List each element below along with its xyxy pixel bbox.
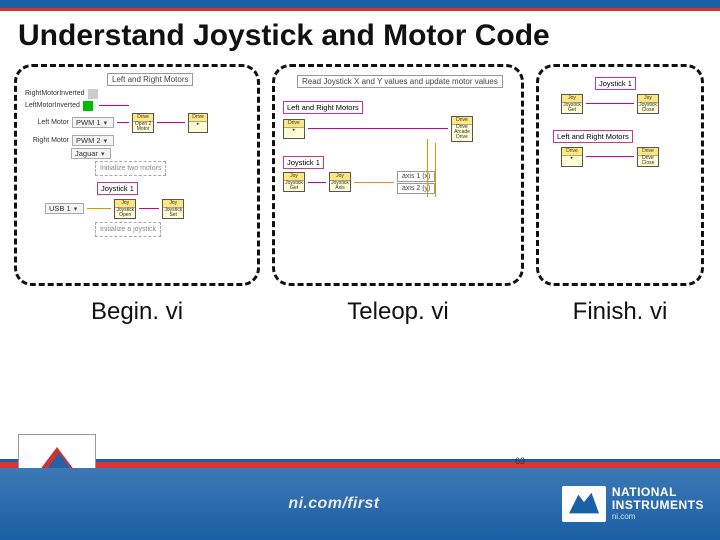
ni-eagle-icon bbox=[562, 486, 606, 522]
label-begin: Begin. vi bbox=[14, 298, 260, 326]
joystick-close-vi-icon: JoyJoystick Close bbox=[637, 94, 659, 114]
motors-ref: Left and Right Motors bbox=[283, 101, 363, 114]
wire-icon bbox=[99, 105, 129, 106]
wire-icon bbox=[117, 122, 129, 123]
panel-teleop: Read Joystick X and Y values and update … bbox=[272, 64, 524, 286]
wire-vertical-icon bbox=[435, 143, 436, 197]
chip-off-icon bbox=[88, 89, 98, 99]
drive-set-vi-icon: Drive ▸ bbox=[188, 113, 208, 133]
panel-labels-row: Begin. vi Teleop. vi Finish. vi bbox=[0, 286, 720, 326]
begin-banner: Left and Right Motors bbox=[107, 73, 193, 86]
diagram-panels: Left and Right Motors RightMotorInverted… bbox=[0, 64, 720, 286]
joystick1-ref: Joystick 1 bbox=[595, 77, 636, 90]
wire-icon bbox=[586, 103, 634, 104]
pwm2-select[interactable]: PWM 2 bbox=[72, 135, 114, 146]
wire-icon bbox=[87, 208, 111, 209]
motors-ref: Left and Right Motors bbox=[553, 130, 633, 143]
ni-url: ni.com bbox=[612, 512, 636, 521]
joystick-get-vi-icon: JoyJoystick Get bbox=[561, 94, 583, 114]
wire-vertical-icon bbox=[427, 139, 428, 197]
init-joystick-comment: Initialize a joystick bbox=[95, 222, 161, 237]
chip-on-icon bbox=[83, 101, 93, 111]
joystick-axis-vi-icon: JoyJoystick Axis bbox=[329, 172, 351, 192]
teleop-banner: Read Joystick X and Y values and update … bbox=[297, 75, 503, 88]
footer-url: ni.com/first bbox=[106, 495, 562, 513]
wire-icon bbox=[139, 208, 159, 209]
wire-icon bbox=[586, 156, 634, 157]
joystick-set-vi-icon: JoyJoystick Set bbox=[162, 199, 184, 219]
panel-finish: Joystick 1 JoyJoystick Get JoyJoystick C… bbox=[536, 64, 704, 286]
ni-line2: INSTRUMENTS bbox=[612, 498, 704, 512]
drive-get-vi-icon: Drive▸ bbox=[283, 119, 305, 139]
jaguar-select[interactable]: Jaguar bbox=[71, 148, 111, 159]
left-motor-label: Left Motor bbox=[25, 119, 69, 126]
wire-icon bbox=[354, 182, 394, 183]
label-teleop: Teleop. vi bbox=[272, 298, 524, 326]
open-2motor-vi-icon: Drive Open 2 Motor bbox=[132, 113, 154, 133]
header-red-bar bbox=[0, 8, 720, 11]
drive-get-vi-icon: Drive▸ bbox=[561, 147, 583, 167]
page-number: 63 bbox=[515, 456, 525, 466]
axis1-label: axis 1 (x) bbox=[397, 171, 435, 182]
pwm1-select[interactable]: PWM 1 bbox=[72, 117, 114, 128]
axis2-label: axis 2 (y) bbox=[397, 183, 435, 194]
ni-line1: NATIONAL bbox=[612, 485, 677, 499]
header-blue-bar bbox=[0, 0, 720, 8]
wire-icon bbox=[308, 182, 326, 183]
init-motors-comment: Initialize two motors bbox=[95, 161, 166, 176]
wire-icon bbox=[308, 128, 448, 129]
right-motor-inverted-label: RightMotorInverted bbox=[25, 90, 85, 97]
joystick1-ref: Joystick 1 bbox=[283, 156, 324, 169]
ni-logo: NATIONAL INSTRUMENTS ni.com bbox=[562, 486, 704, 522]
footer-bar: 63 ni.com/first NATIONAL INSTRUMENTS ni.… bbox=[0, 468, 720, 540]
joystick-open-vi-icon: JoyJoystick Open bbox=[114, 199, 136, 219]
joystick1-ref: Joystick 1 bbox=[97, 182, 138, 195]
wire-icon bbox=[157, 122, 185, 123]
panel-begin: Left and Right Motors RightMotorInverted… bbox=[14, 64, 260, 286]
label-finish: Finish. vi bbox=[536, 298, 704, 326]
arcade-drive-vi-icon: DriveDrive Arcade Drive bbox=[451, 116, 473, 142]
right-motor-label: Right Motor bbox=[25, 137, 69, 144]
frc-triangle-icon bbox=[39, 447, 75, 471]
joystick-get-vi-icon: JoyJoystick Get bbox=[283, 172, 305, 192]
usb1-select[interactable]: USB 1 bbox=[45, 203, 84, 214]
left-motor-inverted-label: LeftMotorInverted bbox=[25, 102, 80, 109]
drive-close-vi-icon: DriveDrive Close bbox=[637, 147, 659, 167]
slide-title: Understand Joystick and Motor Code bbox=[0, 13, 720, 64]
